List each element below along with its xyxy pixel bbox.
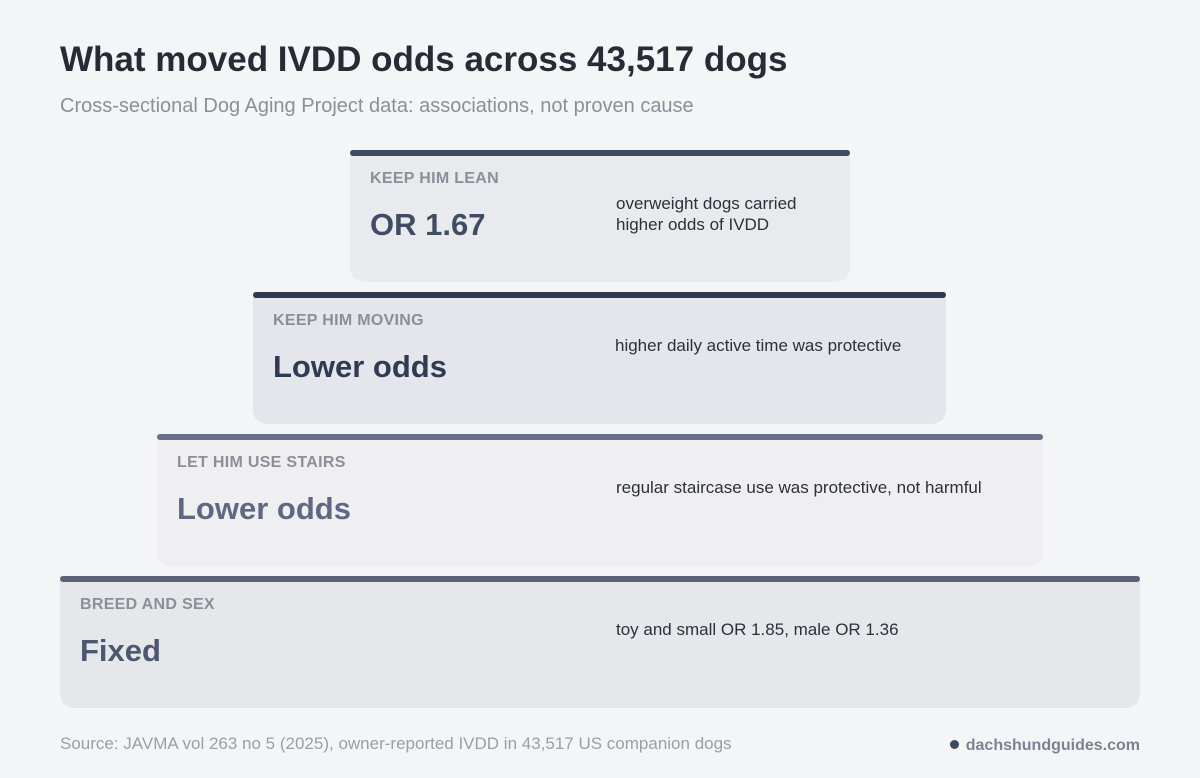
tier-value: Fixed	[80, 633, 161, 668]
tier: LET HIM USE STAIRS Lower odds regular st…	[157, 434, 1043, 566]
tier-value: Lower odds	[177, 491, 351, 526]
tier-note: overweight dogs carried higher odds of I…	[616, 194, 797, 234]
tier-bar	[60, 576, 1140, 582]
tier-note: regular staircase use was protective, no…	[616, 478, 982, 497]
tier-label: KEEP HIM MOVING	[273, 312, 424, 329]
brand-text: dachshundguides.com	[965, 737, 1140, 754]
tier-bar	[157, 434, 1043, 440]
tier: KEEP HIM MOVING Lower odds higher daily …	[253, 292, 946, 424]
tier-bar	[350, 150, 850, 156]
tier: BREED AND SEX Fixed toy and small OR 1.8…	[60, 576, 1140, 708]
brand-dot	[949, 740, 959, 749]
source: Source: JAVMA vol 263 no 5 (2025), owner…	[60, 734, 732, 753]
subtitle: Cross-sectional Dog Aging Project data: …	[60, 95, 694, 117]
tier-label: KEEP HIM LEAN	[370, 170, 499, 187]
tier-label: BREED AND SEX	[80, 596, 215, 613]
tier-note: toy and small OR 1.85, male OR 1.36	[616, 620, 899, 639]
tier-bar	[253, 292, 946, 298]
tier-value: Lower odds	[273, 349, 447, 384]
title: What moved IVDD odds across 43,517 dogs	[60, 40, 788, 79]
tier-label: LET HIM USE STAIRS	[177, 454, 346, 471]
tier: KEEP HIM LEAN OR 1.67 overweight dogs ca…	[350, 150, 850, 282]
tier-note: higher daily active time was protective	[615, 336, 902, 355]
brand: dachshundguides.com	[949, 737, 1140, 755]
tier-value: OR 1.67	[370, 207, 486, 242]
